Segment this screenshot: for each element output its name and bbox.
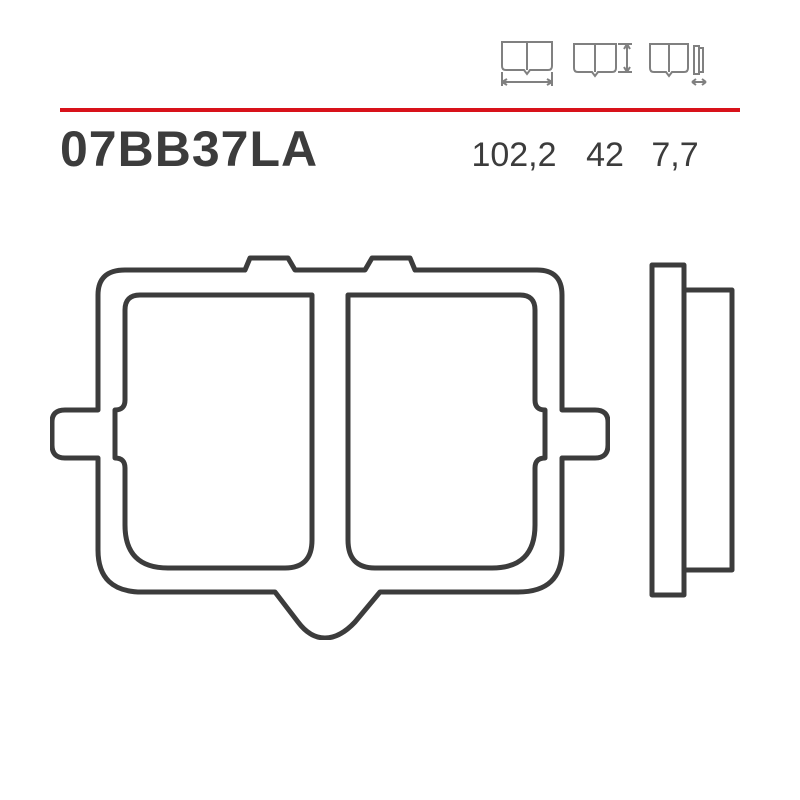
thickness-dimension-icon	[648, 40, 710, 88]
dimension-height: 42	[570, 136, 640, 175]
dimension-thickness: 7,7	[640, 136, 710, 175]
part-number: 07BB37LA	[60, 120, 458, 178]
brake-pad-front-view	[50, 240, 610, 640]
technical-drawing-area	[50, 220, 750, 720]
dimension-width: 102,2	[458, 136, 570, 175]
dimensions-group: 102,2 42 7,7	[458, 136, 710, 175]
height-dimension-icon	[572, 40, 634, 88]
separator-accent-line	[60, 108, 740, 112]
page-container: 07BB37LA 102,2 42 7,7	[0, 0, 800, 800]
part-info-row: 07BB37LA 102,2 42 7,7	[60, 120, 740, 178]
brake-pad-side-view	[640, 260, 750, 620]
width-dimension-icon	[496, 40, 558, 88]
dimension-icons-row	[496, 40, 710, 88]
